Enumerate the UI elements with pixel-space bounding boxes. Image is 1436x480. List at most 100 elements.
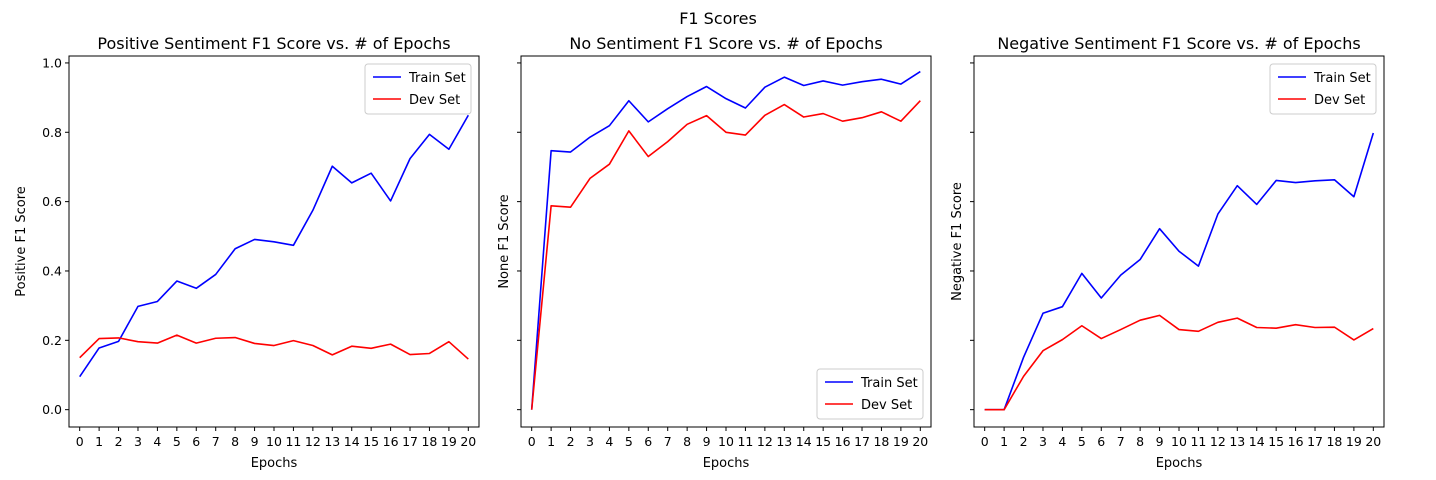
- legend-label: Dev Set: [409, 93, 460, 108]
- x-tick-label: 17: [1307, 434, 1323, 449]
- chart-title: No Sentiment F1 Score vs. # of Epochs: [569, 34, 882, 53]
- x-tick-label: 6: [192, 434, 200, 449]
- x-tick-label: 12: [757, 434, 773, 449]
- legend-label: Train Set: [860, 376, 918, 391]
- x-tick-label: 13: [1229, 434, 1245, 449]
- x-tick-label: 11: [1190, 434, 1206, 449]
- x-tick-label: 1: [95, 434, 103, 449]
- x-tick-label: 13: [324, 434, 340, 449]
- y-tick-label: 0.0: [42, 402, 62, 417]
- x-tick-label: 12: [1210, 434, 1226, 449]
- x-tick-label: 9: [1156, 434, 1164, 449]
- x-tick-label: 15: [815, 434, 831, 449]
- x-tick-label: 3: [586, 434, 594, 449]
- x-tick-label: 9: [703, 434, 711, 449]
- x-tick-label: 20: [460, 434, 476, 449]
- x-tick-label: 3: [134, 434, 142, 449]
- x-tick-label: 2: [115, 434, 123, 449]
- chart-title: Negative Sentiment F1 Score vs. # of Epo…: [997, 34, 1360, 53]
- x-tick-label: 14: [344, 434, 360, 449]
- x-tick-label: 11: [285, 434, 301, 449]
- x-tick-label: 16: [1288, 434, 1304, 449]
- y-axis-label: Positive F1 Score: [14, 186, 29, 297]
- legend: Train Set Dev Set: [816, 368, 924, 420]
- x-tick-label: 4: [1058, 434, 1066, 449]
- x-tick-label: 2: [567, 434, 575, 449]
- x-tick-label: 7: [664, 434, 672, 449]
- x-tick-label: 0: [528, 434, 536, 449]
- y-tick-label: 0.6: [42, 194, 62, 209]
- x-tick-label: 3: [1039, 434, 1047, 449]
- x-tick-label: 16: [383, 434, 399, 449]
- legend: Train Set Dev Set: [1269, 63, 1377, 115]
- x-axis-label: Epochs: [251, 456, 298, 471]
- x-tick-label: 19: [441, 434, 457, 449]
- x-axis-label: Epochs: [703, 456, 750, 471]
- legend-label: Train Set: [1313, 71, 1371, 86]
- x-tick-label: 7: [1117, 434, 1125, 449]
- x-tick-label: 0: [981, 434, 989, 449]
- plot-frame: [520, 55, 932, 428]
- y-axis-label: None F1 Score: [497, 194, 512, 288]
- chart-title: Positive Sentiment F1 Score vs. # of Epo…: [97, 34, 450, 53]
- series-line-train-set: [79, 114, 470, 378]
- x-tick-label: 16: [835, 434, 851, 449]
- x-tick-label: 5: [173, 434, 181, 449]
- plot-frame: [68, 55, 480, 428]
- x-axis-label: Epochs: [1156, 456, 1203, 471]
- x-tick-label: 20: [1365, 434, 1381, 449]
- x-tick-label: 17: [854, 434, 870, 449]
- x-tick-label: 14: [796, 434, 812, 449]
- x-tick-label: 0: [76, 434, 84, 449]
- legend-label: Dev Set: [1314, 93, 1365, 108]
- x-tick-label: 10: [718, 434, 734, 449]
- x-tick-label: 5: [625, 434, 633, 449]
- x-tick-label: 18: [873, 434, 889, 449]
- x-tick-label: 1: [1000, 434, 1008, 449]
- x-tick-label: 4: [153, 434, 161, 449]
- x-tick-label: 19: [1346, 434, 1362, 449]
- x-tick-label: 15: [363, 434, 379, 449]
- x-tick-label: 10: [266, 434, 282, 449]
- legend-label: Dev Set: [861, 398, 912, 413]
- chart-panel-1: Positive Sentiment F1 Score vs. # of Epo…: [14, 34, 480, 471]
- x-tick-label: 9: [251, 434, 259, 449]
- x-tick-label: 6: [1097, 434, 1105, 449]
- x-tick-label: 10: [1171, 434, 1187, 449]
- x-tick-label: 7: [212, 434, 220, 449]
- series-line-dev-set: [984, 314, 1374, 411]
- x-tick-label: 8: [683, 434, 691, 449]
- y-tick-label: 1.0: [42, 55, 62, 70]
- x-tick-label: 8: [231, 434, 239, 449]
- x-tick-label: 20: [912, 434, 928, 449]
- x-tick-label: 18: [421, 434, 437, 449]
- x-tick-label: 8: [1136, 434, 1144, 449]
- x-tick-label: 6: [644, 434, 652, 449]
- x-tick-label: 13: [776, 434, 792, 449]
- series-line-dev-set: [79, 334, 469, 360]
- x-tick-label: 14: [1249, 434, 1265, 449]
- x-tick-label: 18: [1326, 434, 1342, 449]
- series-line-dev-set: [530, 100, 921, 410]
- legend-label: Train Set: [408, 71, 466, 86]
- y-tick-label: 0.8: [42, 125, 62, 140]
- y-tick-label: 0.2: [42, 333, 62, 348]
- x-tick-label: 1: [547, 434, 555, 449]
- x-tick-label: 4: [605, 434, 613, 449]
- series-line-train-set: [530, 70, 921, 410]
- x-tick-label: 12: [305, 434, 321, 449]
- y-axis-label: Negative F1 Score: [950, 182, 965, 301]
- x-tick-label: 15: [1268, 434, 1284, 449]
- plot-frame: [973, 55, 1385, 428]
- x-tick-label: 2: [1020, 434, 1028, 449]
- x-tick-label: 17: [402, 434, 418, 449]
- figure-title: F1 Scores: [679, 9, 757, 28]
- x-tick-label: 19: [893, 434, 909, 449]
- x-tick-label: 5: [1078, 434, 1086, 449]
- chart-panel-3: Negative Sentiment F1 Score vs. # of Epo…: [950, 34, 1385, 471]
- x-tick-label: 11: [737, 434, 753, 449]
- legend: Train Set Dev Set: [364, 63, 472, 115]
- series-line-train-set: [984, 132, 1375, 411]
